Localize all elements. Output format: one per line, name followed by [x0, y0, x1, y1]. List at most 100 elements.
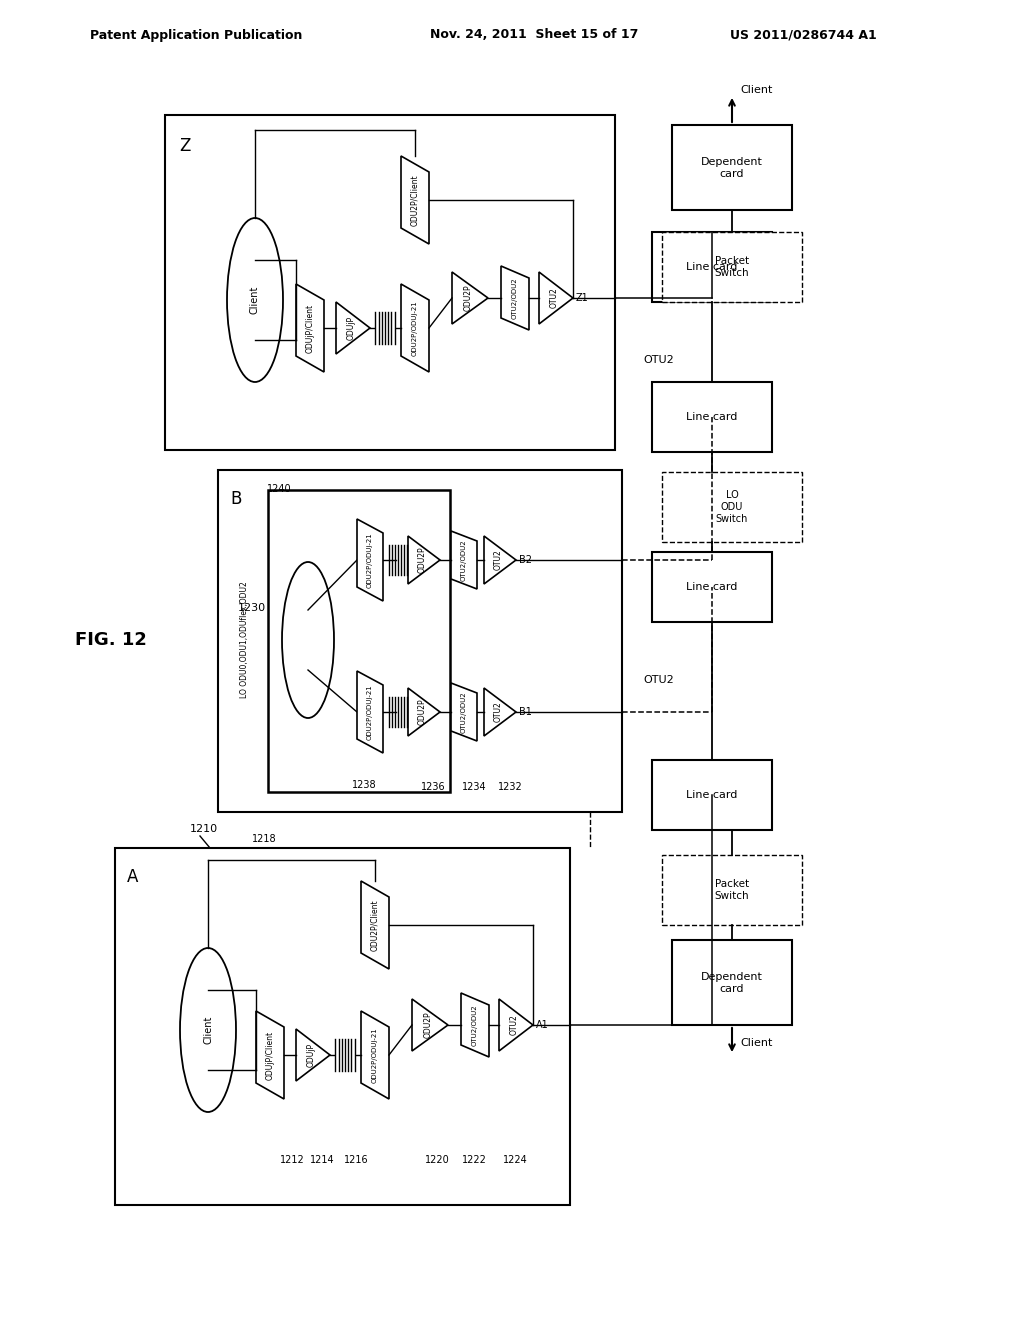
Bar: [672, 125, 792, 210]
Text: OTU2: OTU2: [550, 288, 558, 309]
Polygon shape: [361, 1011, 389, 1100]
Text: Client: Client: [250, 286, 260, 314]
Bar: [662, 473, 802, 543]
Text: 1214: 1214: [310, 1155, 335, 1166]
Text: 1212: 1212: [280, 1155, 305, 1166]
Polygon shape: [451, 682, 477, 741]
Polygon shape: [484, 688, 516, 737]
Polygon shape: [408, 688, 440, 737]
Text: B: B: [230, 490, 242, 508]
Polygon shape: [361, 880, 389, 969]
Text: Client: Client: [740, 1038, 772, 1048]
Bar: [662, 855, 802, 925]
Text: ODU2P: ODU2P: [464, 285, 472, 312]
Text: ODU2P/ODUj-21: ODU2P/ODUj-21: [412, 300, 418, 356]
Bar: [652, 760, 772, 830]
Text: B1: B1: [519, 708, 531, 717]
Text: LO
ODU
Switch: LO ODU Switch: [716, 491, 749, 524]
Ellipse shape: [227, 218, 283, 381]
Bar: [652, 232, 772, 302]
Polygon shape: [484, 536, 516, 583]
Text: 1222: 1222: [462, 1155, 486, 1166]
Bar: [165, 115, 615, 450]
Text: 1224: 1224: [503, 1155, 527, 1166]
Text: 1234: 1234: [462, 781, 486, 792]
Text: Client: Client: [203, 1016, 213, 1044]
Ellipse shape: [180, 948, 236, 1111]
Polygon shape: [452, 272, 488, 323]
Text: Line card: Line card: [686, 789, 737, 800]
Text: OTU2/ODU2: OTU2/ODU2: [472, 1005, 478, 1045]
Text: 1230: 1230: [238, 603, 266, 612]
Polygon shape: [401, 284, 429, 372]
Text: Z1: Z1: [575, 293, 589, 304]
Text: Client: Client: [740, 84, 772, 95]
Polygon shape: [357, 671, 383, 752]
Text: 1220: 1220: [425, 1155, 450, 1166]
Polygon shape: [256, 1011, 284, 1100]
Text: 1240: 1240: [267, 484, 292, 494]
Text: Line card: Line card: [686, 412, 737, 422]
Polygon shape: [451, 531, 477, 589]
Bar: [652, 552, 772, 622]
Text: ODU2P: ODU2P: [424, 1011, 432, 1039]
Text: Packet
Switch: Packet Switch: [715, 256, 750, 277]
Text: Line card: Line card: [686, 582, 737, 591]
Text: 1216: 1216: [344, 1155, 369, 1166]
Text: OTU2/ODU2: OTU2/ODU2: [512, 277, 518, 319]
Text: Z: Z: [179, 137, 190, 154]
Text: ODUjP/Client: ODUjP/Client: [265, 1031, 274, 1080]
Text: ODU2P/Client: ODU2P/Client: [411, 174, 420, 226]
Text: OTU2: OTU2: [494, 702, 503, 722]
Polygon shape: [336, 302, 370, 354]
Text: ODUjP/Client: ODUjP/Client: [305, 304, 314, 352]
Text: ODU2P: ODU2P: [418, 546, 427, 573]
Bar: [218, 470, 622, 812]
Text: A1: A1: [536, 1020, 549, 1030]
Text: Packet
Switch: Packet Switch: [715, 879, 750, 900]
Bar: [672, 940, 792, 1026]
Polygon shape: [357, 519, 383, 601]
Text: ODU2P: ODU2P: [418, 698, 427, 725]
Bar: [652, 381, 772, 451]
Text: Nov. 24, 2011  Sheet 15 of 17: Nov. 24, 2011 Sheet 15 of 17: [430, 29, 638, 41]
Polygon shape: [501, 267, 529, 330]
Text: B2: B2: [519, 554, 532, 565]
Text: ODU2P/ODUj-21: ODU2P/ODUj-21: [367, 532, 373, 587]
Text: Patent Application Publication: Patent Application Publication: [90, 29, 302, 41]
Text: LO ODU0,ODU1,ODUflex,ODU2: LO ODU0,ODU1,ODUflex,ODU2: [241, 582, 250, 698]
Text: A: A: [127, 869, 138, 886]
Polygon shape: [408, 536, 440, 583]
Text: 1232: 1232: [498, 781, 522, 792]
Text: Dependent
card: Dependent card: [701, 973, 763, 994]
Text: Dependent
card: Dependent card: [701, 157, 763, 178]
Text: 1218: 1218: [252, 834, 276, 843]
Text: FIG. 12: FIG. 12: [75, 631, 146, 649]
Text: 1236: 1236: [421, 781, 445, 792]
Polygon shape: [539, 272, 573, 323]
Ellipse shape: [282, 562, 334, 718]
Text: ODU2P/ODUj-21: ODU2P/ODUj-21: [367, 684, 373, 741]
Text: 1238: 1238: [352, 780, 377, 789]
Text: OTU2: OTU2: [643, 675, 674, 685]
Text: Line card: Line card: [686, 261, 737, 272]
Text: OTU2: OTU2: [494, 549, 503, 570]
Text: ODU2P/Client: ODU2P/Client: [371, 899, 380, 950]
Text: OTU2/ODU2: OTU2/ODU2: [461, 539, 467, 581]
Bar: [268, 490, 450, 792]
Polygon shape: [412, 999, 449, 1051]
Polygon shape: [296, 284, 324, 372]
Text: OTU2: OTU2: [643, 355, 674, 366]
Bar: [115, 847, 570, 1205]
Polygon shape: [296, 1030, 330, 1081]
Text: OTU2: OTU2: [510, 1015, 518, 1035]
Text: US 2011/0286744 A1: US 2011/0286744 A1: [730, 29, 877, 41]
Text: ODUjP: ODUjP: [306, 1043, 315, 1067]
Text: ODUjP: ODUjP: [346, 315, 355, 341]
Polygon shape: [499, 999, 534, 1051]
Bar: [662, 232, 802, 302]
Polygon shape: [461, 993, 489, 1057]
Polygon shape: [401, 156, 429, 244]
Text: OTU2/ODU2: OTU2/ODU2: [461, 692, 467, 733]
Text: 1210: 1210: [190, 824, 218, 834]
